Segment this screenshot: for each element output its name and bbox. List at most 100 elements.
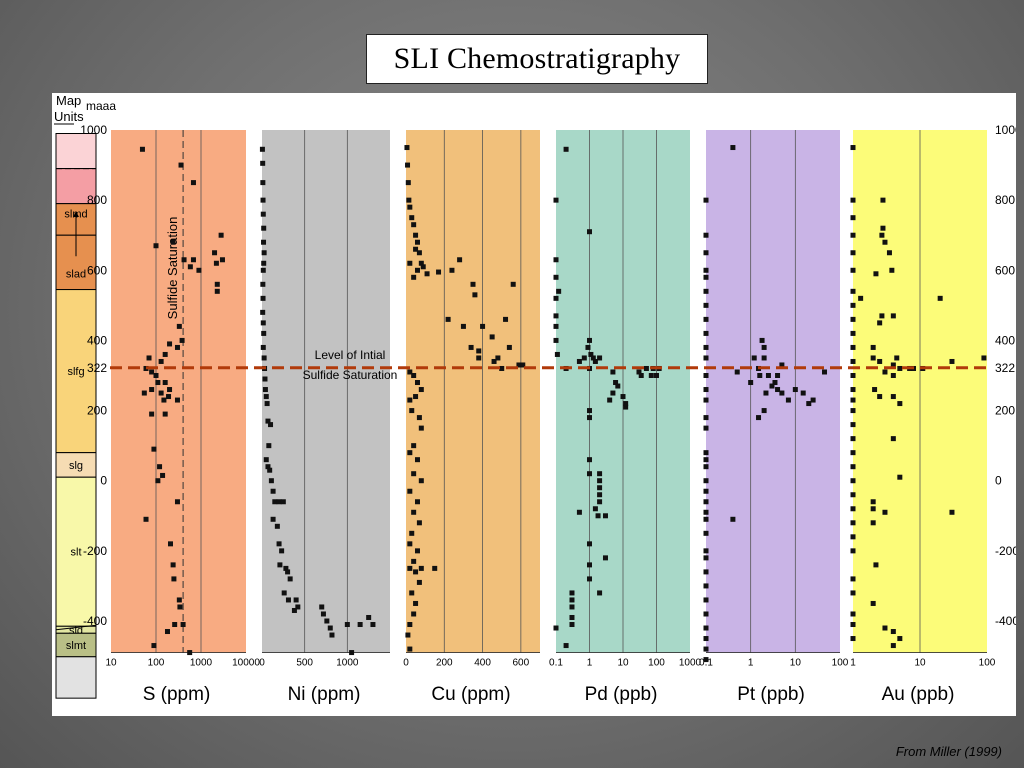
data-point (327, 625, 333, 631)
data-point (897, 401, 903, 407)
data-point (703, 232, 709, 238)
data-point (407, 204, 413, 210)
data-point (597, 355, 603, 361)
data-point (285, 597, 291, 603)
data-point (886, 250, 892, 256)
y-axis-label: maaa (86, 99, 116, 113)
data-point (761, 408, 767, 414)
data-point (261, 225, 267, 231)
data-point (287, 576, 293, 582)
data-point (587, 408, 592, 414)
data-point (276, 499, 282, 505)
map-unit-band-0 (55, 133, 97, 170)
data-point (476, 355, 482, 361)
data-point (759, 337, 765, 343)
data-point (162, 411, 168, 417)
data-point (553, 337, 559, 343)
data-point (588, 351, 594, 357)
data-point (703, 397, 709, 403)
x-axis-title: Pd (ppb) (585, 684, 658, 705)
data-point (409, 590, 415, 596)
data-point (703, 625, 709, 631)
data-point (703, 597, 709, 603)
data-point (167, 387, 173, 393)
data-point (623, 404, 629, 410)
data-point (166, 394, 172, 400)
data-point (414, 380, 420, 386)
saturation-level-label: Sulfide Saturation (303, 368, 398, 382)
data-point (850, 373, 856, 378)
data-point (414, 548, 420, 554)
data-point (270, 516, 276, 522)
data-point (171, 576, 177, 582)
data-point (576, 358, 582, 364)
data-point (414, 499, 420, 505)
data-point (890, 373, 896, 378)
data-point (405, 180, 411, 186)
panel-background (262, 130, 390, 653)
y-tick-label-right: -400 (995, 614, 1016, 628)
data-point (703, 636, 709, 642)
data-point (703, 330, 709, 336)
data-point (553, 625, 559, 631)
data-point (850, 316, 856, 322)
y-tick-label-left: 0 (100, 474, 107, 488)
data-point (850, 464, 856, 470)
data-point (981, 355, 987, 361)
data-point (703, 302, 709, 308)
data-point (850, 215, 856, 221)
data-point (139, 146, 145, 152)
data-point (416, 415, 422, 421)
data-point (850, 387, 856, 393)
data-point (407, 541, 413, 547)
data-point (213, 260, 219, 266)
data-point (411, 558, 417, 564)
x-tick-label: 400 (474, 658, 491, 669)
data-point (587, 576, 592, 582)
data-point (703, 509, 709, 515)
data-point (172, 622, 178, 628)
data-point (569, 597, 575, 603)
data-point (873, 271, 879, 277)
data-point (320, 611, 326, 617)
data-point (850, 534, 856, 540)
y-tick-label-left: 322 (87, 361, 107, 375)
data-point (516, 362, 522, 368)
data-point (569, 604, 575, 610)
y-tick-label-left: 400 (87, 333, 107, 347)
data-point (761, 344, 767, 350)
data-point (418, 425, 424, 431)
data-point (262, 376, 268, 382)
x-tick-label: 1 (587, 658, 593, 669)
data-point (850, 436, 856, 442)
data-point (274, 523, 280, 529)
data-point (177, 604, 183, 610)
data-point (218, 232, 224, 238)
data-point (291, 607, 297, 613)
data-point (162, 380, 168, 386)
y-tick-label-right: 322 (995, 361, 1015, 375)
data-point (806, 401, 812, 407)
data-point (181, 257, 187, 263)
data-point (703, 425, 709, 431)
data-point (259, 146, 265, 152)
data-point (405, 632, 411, 638)
data-point (850, 450, 856, 456)
data-point (882, 509, 888, 515)
data-point (563, 643, 569, 649)
y-tick-label-left: -400 (83, 614, 107, 628)
data-point (590, 355, 596, 361)
data-point (293, 597, 299, 603)
data-point (850, 520, 856, 526)
data-point (260, 211, 266, 217)
data-point (597, 485, 603, 491)
data-point (445, 316, 451, 322)
data-point (703, 373, 709, 378)
data-point (151, 446, 157, 452)
data-point (937, 295, 943, 301)
data-point (266, 443, 272, 449)
data-point (295, 604, 301, 610)
data-point (850, 397, 856, 403)
data-point (409, 215, 415, 221)
data-point (187, 650, 193, 656)
